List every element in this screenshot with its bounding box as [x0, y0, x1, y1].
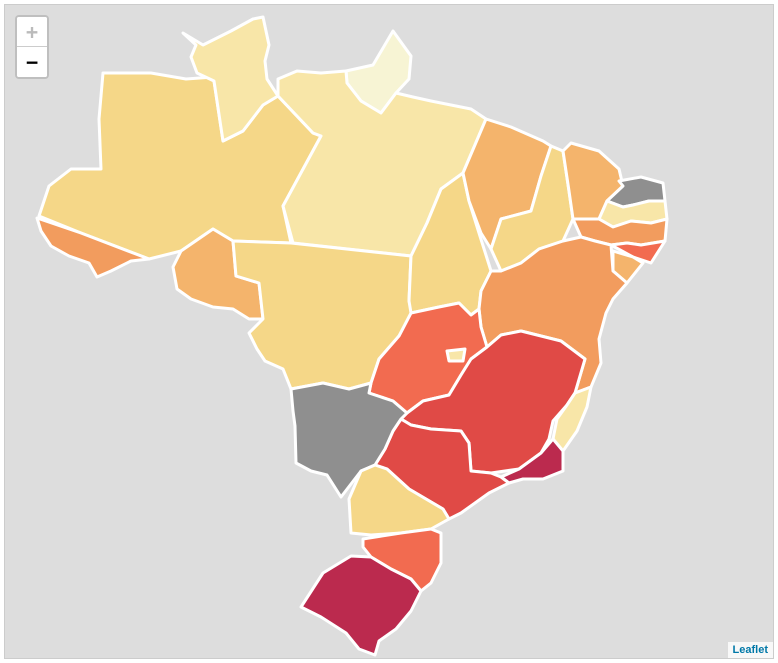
attribution: Leaflet	[727, 642, 773, 658]
map-container[interactable]: + − Leaflet	[4, 4, 774, 659]
state-distrito-federal[interactable]	[445, 347, 467, 363]
state-parana[interactable]	[347, 463, 451, 537]
state-para[interactable]	[276, 69, 488, 258]
state-mato-grosso-do-sul[interactable]	[289, 381, 409, 499]
zoom-control: + −	[15, 15, 49, 79]
state-acre[interactable]	[35, 216, 151, 279]
zoom-in-button[interactable]: +	[17, 17, 47, 47]
zoom-out-button[interactable]: −	[17, 47, 47, 77]
state-amazonas[interactable]	[37, 71, 323, 261]
state-rio-grande-do-sul[interactable]	[299, 554, 423, 657]
brazil-states-map[interactable]	[5, 5, 774, 659]
state-santa-catarina[interactable]	[361, 527, 443, 593]
attribution-link[interactable]: Leaflet	[732, 644, 768, 656]
